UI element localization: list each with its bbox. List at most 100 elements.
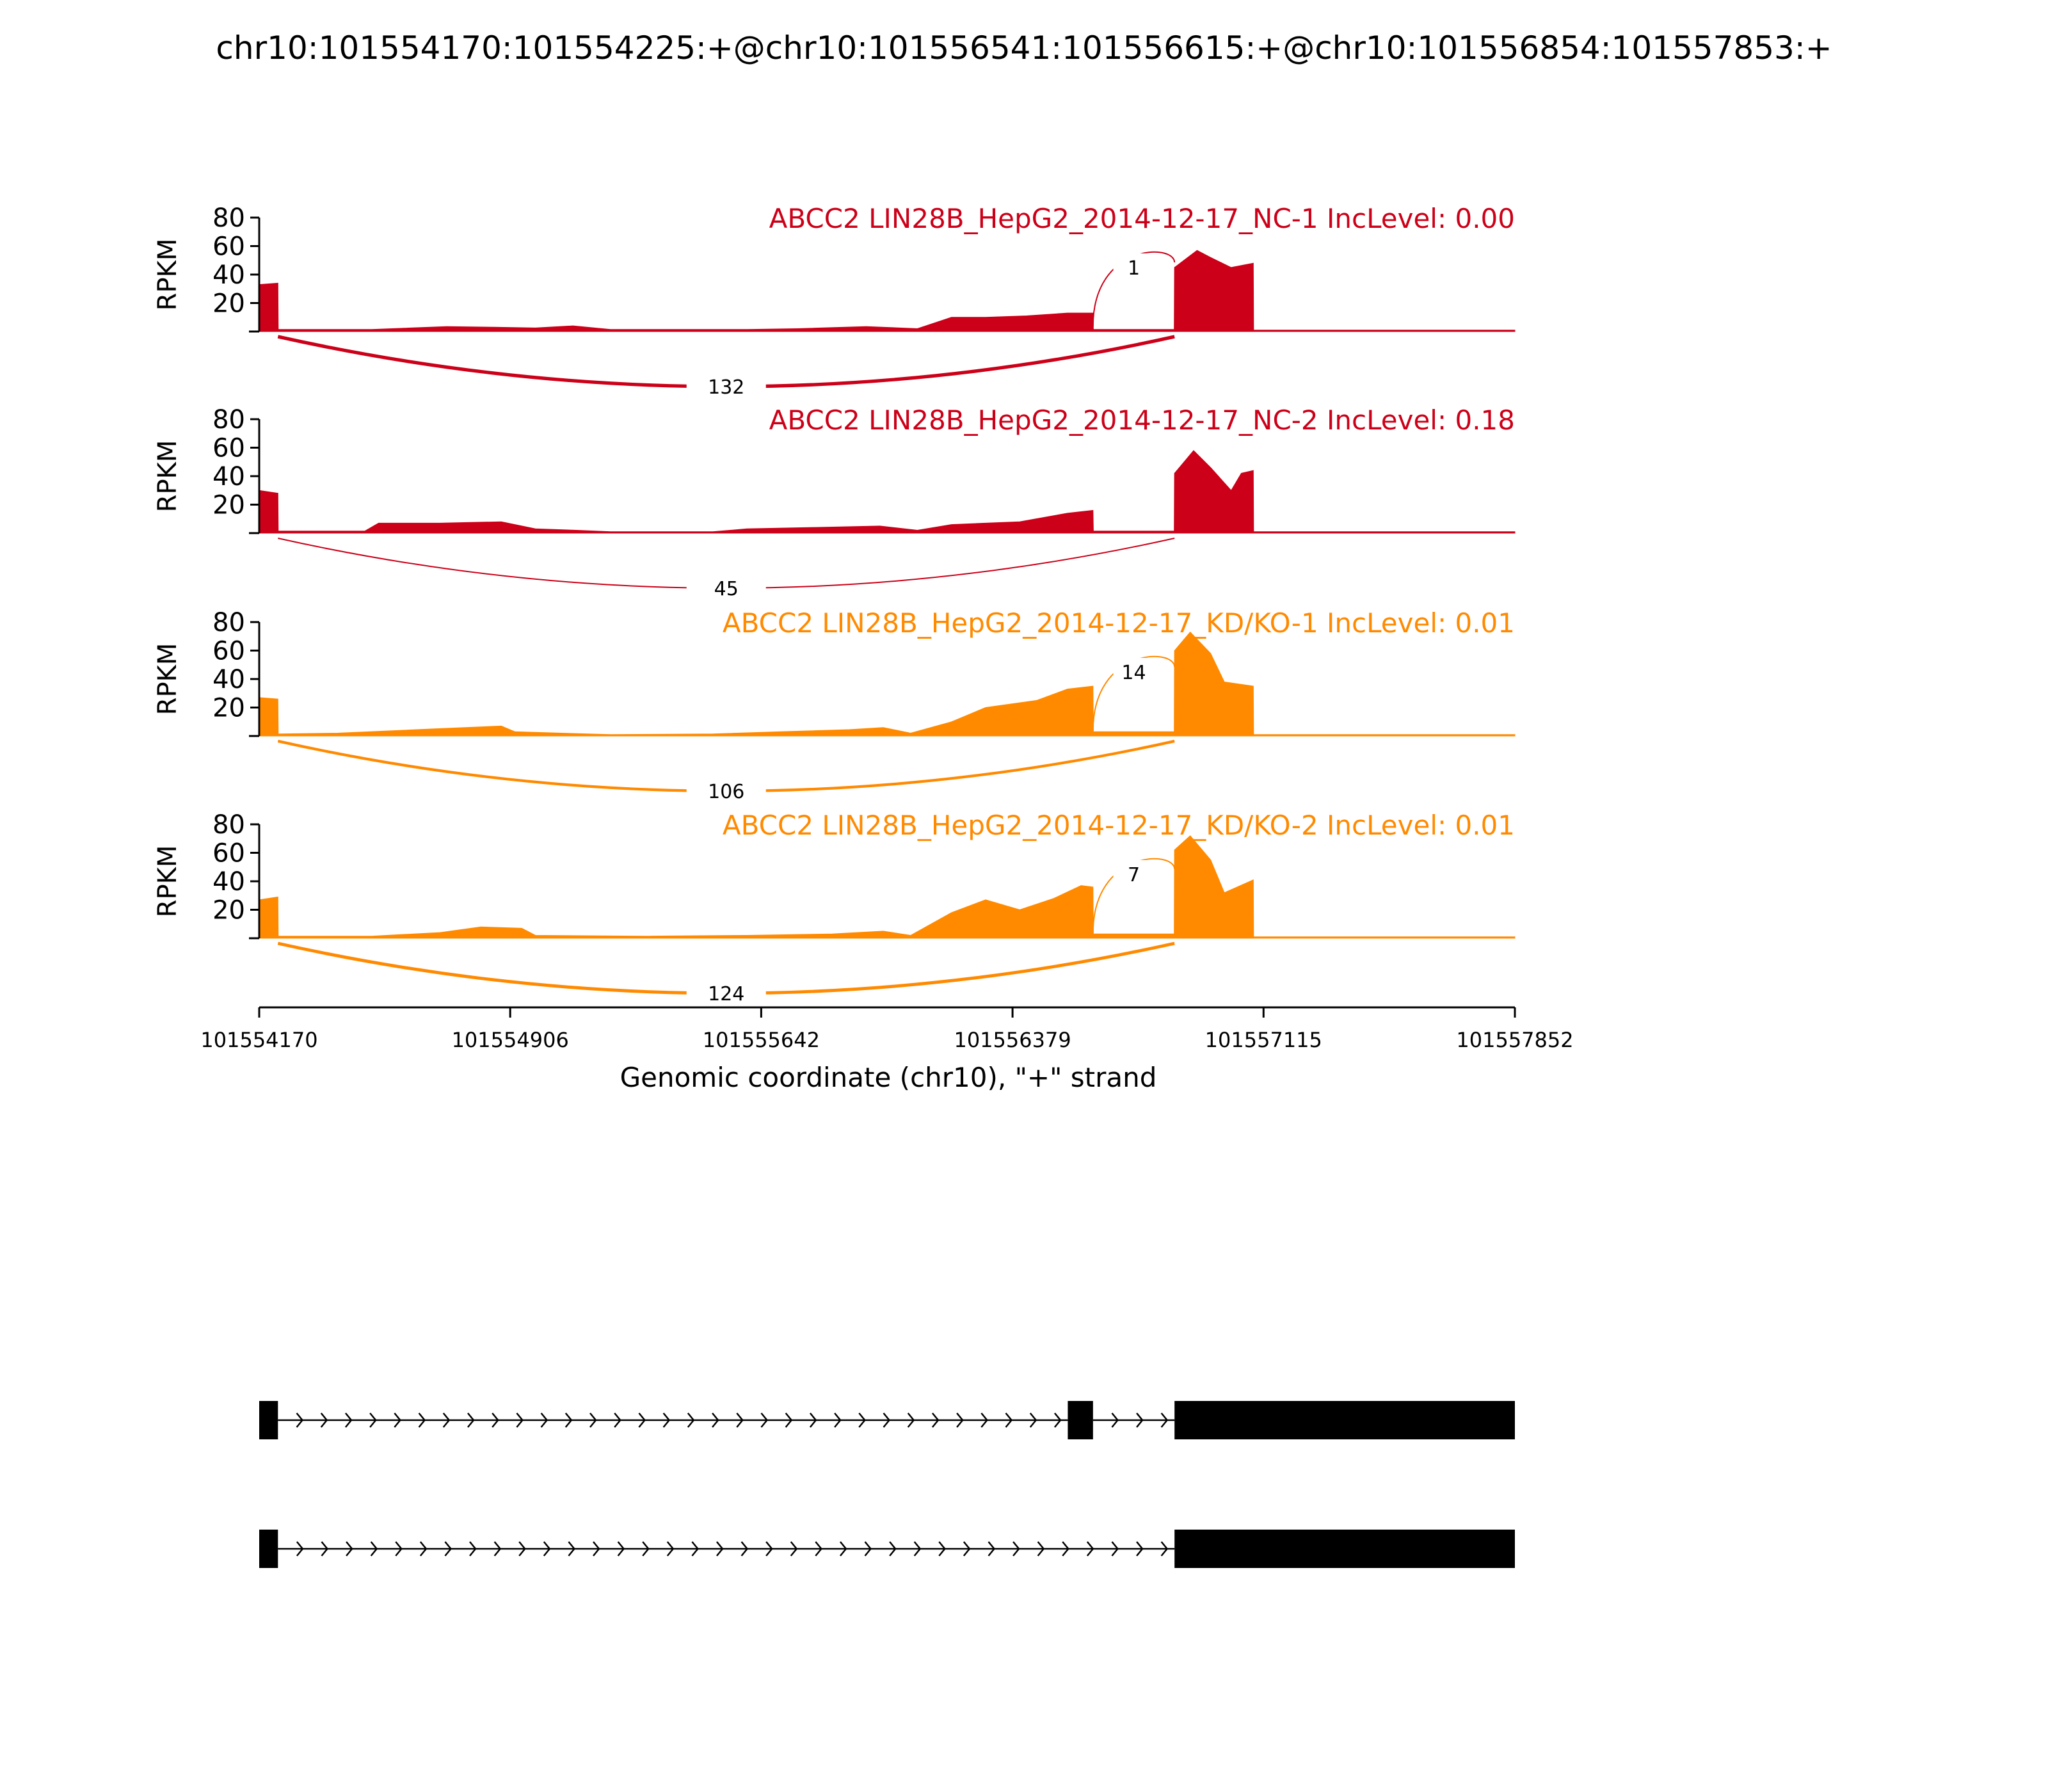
y-tick-label: 40 [212, 462, 245, 492]
strand-arrow [493, 1541, 502, 1556]
junction-label-bg [1113, 860, 1155, 888]
strand-arrow [540, 1412, 548, 1428]
strand-arrow [666, 1541, 675, 1556]
x-tick-label: 101555642 [703, 1028, 820, 1052]
y-tick-label: 80 [212, 405, 245, 435]
exon-block [1068, 1401, 1093, 1439]
y-tick-label: 60 [212, 637, 245, 666]
gene-model [259, 1401, 1515, 1568]
y-tick-label: 80 [212, 608, 245, 637]
y-axis-label: RPKM [153, 440, 182, 513]
strand-arrow [1111, 1412, 1119, 1428]
y-tick-label: 80 [212, 810, 245, 840]
sample-title: ABCC2 LIN28B_HepG2_2014-12-17_NC-2 IncLe… [769, 404, 1515, 436]
strand-arrow [1037, 1541, 1045, 1556]
strand-arrow [395, 1541, 403, 1556]
strand-arrow [467, 1412, 475, 1428]
strand-arrow [1111, 1541, 1119, 1556]
strand-arrow [736, 1412, 744, 1428]
y-tick-label: 60 [212, 232, 245, 262]
coverage-area [259, 250, 1516, 332]
junction-label-bg [686, 979, 766, 1007]
strand-arrow [589, 1412, 597, 1428]
strand-arrow [642, 1541, 650, 1556]
x-tick-label: 101554170 [200, 1028, 317, 1052]
junction-read-count: 106 [708, 781, 744, 803]
y-tick-label: 60 [212, 434, 245, 463]
coverage-area [259, 835, 1516, 939]
junction-label-bg [1113, 253, 1155, 282]
strand-arrow [419, 1541, 428, 1556]
strand-arrow [296, 1412, 304, 1428]
isoform-track-1 [259, 1401, 1515, 1439]
strand-arrow [492, 1412, 499, 1428]
strand-arrow [864, 1541, 872, 1556]
strand-arrow [346, 1541, 353, 1556]
strand-arrow [809, 1412, 817, 1428]
strand-arrow [543, 1541, 551, 1556]
coverage-area [259, 450, 1516, 534]
sample-title: ABCC2 LIN28B_HepG2_2014-12-17_NC-1 IncLe… [769, 203, 1515, 234]
strand-arrow [370, 1541, 378, 1556]
strand-arrow [1029, 1412, 1037, 1428]
junction-label-bg [686, 372, 766, 401]
strand-arrow [834, 1412, 842, 1428]
junction-read-count: 1 [1128, 257, 1140, 280]
y-tick-label: 20 [212, 896, 245, 925]
y-tick-label: 20 [212, 491, 245, 520]
strand-arrow [614, 1412, 621, 1428]
strand-arrow [518, 1541, 526, 1556]
strand-arrow [1160, 1541, 1169, 1556]
strand-arrow [1053, 1412, 1062, 1428]
junction-read-count: 7 [1128, 864, 1140, 886]
x-axis: 101554170 101554906 101555642 101556379 1015… [200, 1006, 1574, 1093]
junction-read-count: 124 [708, 983, 744, 1005]
strand-arrow [740, 1541, 749, 1556]
exon-block [1174, 1530, 1515, 1568]
strand-arrow [1086, 1541, 1094, 1556]
strand-arrow [889, 1541, 897, 1556]
strand-arrow [593, 1541, 600, 1556]
strand-arrow [516, 1412, 524, 1428]
strand-arrow [785, 1412, 793, 1428]
y-tick-label: 20 [212, 694, 245, 723]
strand-arrow [568, 1541, 576, 1556]
strand-arrow [564, 1412, 573, 1428]
strand-arrow [931, 1412, 940, 1428]
junction-label-bg [686, 777, 766, 805]
strand-arrow [913, 1541, 922, 1556]
y-tick-label: 40 [212, 665, 245, 694]
junction-read-count: 14 [1121, 662, 1146, 684]
strand-arrow [1136, 1541, 1144, 1556]
strand-arrow [320, 1412, 328, 1428]
y-axis-label: RPKM [153, 643, 182, 716]
exon-block [259, 1530, 278, 1568]
strand-arrow [442, 1412, 451, 1428]
x-axis-label: Genomic coordinate (chr10), "+" strand [620, 1062, 1157, 1093]
strand-arrow [691, 1541, 699, 1556]
strand-arrow [790, 1541, 798, 1556]
strand-arrow [858, 1412, 866, 1428]
strand-arrow [980, 1412, 988, 1428]
y-tick-label: 80 [212, 204, 245, 233]
x-tick-label: 101557115 [1205, 1028, 1322, 1052]
strand-arrow [765, 1541, 773, 1556]
x-tick-label: 101554906 [452, 1028, 569, 1052]
exon-block [1174, 1401, 1515, 1439]
strand-arrow [394, 1412, 401, 1428]
strand-arrow [760, 1412, 769, 1428]
strand-arrow [418, 1412, 426, 1428]
x-tick-label: 101556379 [954, 1028, 1071, 1052]
strand-arrow [444, 1541, 452, 1556]
sample-title: ABCC2 LIN28B_HepG2_2014-12-17_KD/KO-1 In… [723, 607, 1515, 639]
strand-arrow [907, 1412, 915, 1428]
y-tick-label: 40 [212, 867, 245, 897]
x-tick-label: 101557852 [1456, 1028, 1573, 1052]
junction-read-count: 45 [714, 578, 739, 600]
